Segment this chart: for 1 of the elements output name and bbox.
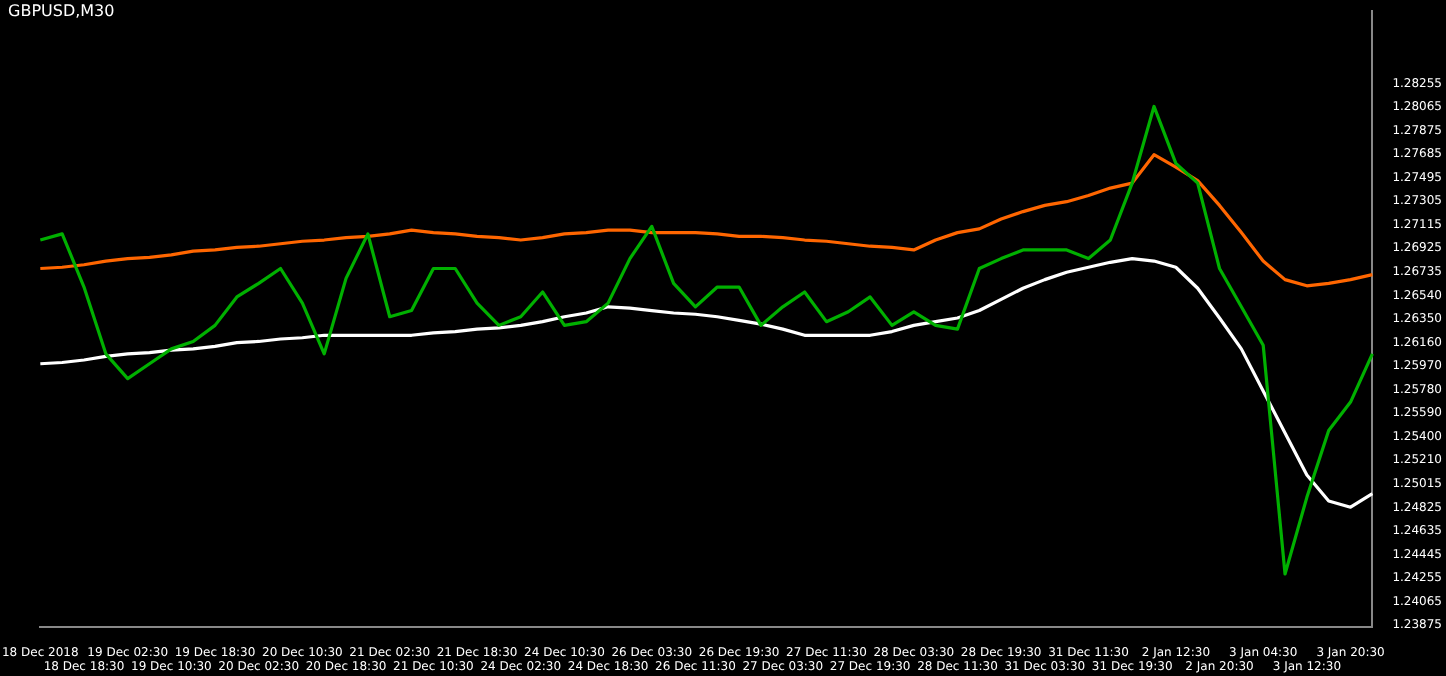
- chart-title: GBPUSD,M30: [8, 2, 115, 20]
